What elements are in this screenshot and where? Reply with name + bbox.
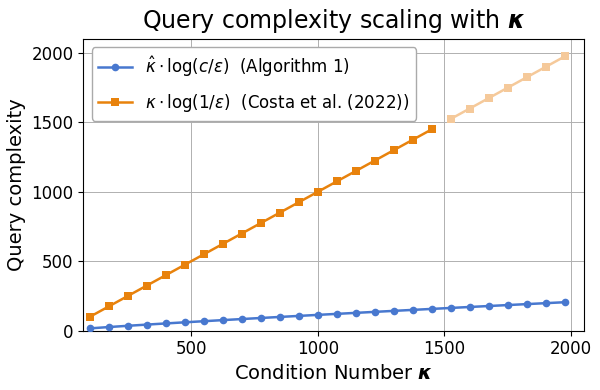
$\kappa\cdot\log(1/\varepsilon)$  (Costa et al. (2022)): [219, 242, 226, 246]
$\kappa\cdot\log(1/\varepsilon)$  (Costa et al. (2022)): [143, 283, 150, 288]
$\kappa\cdot\log(1/\varepsilon)$  (Costa et al. (2022)): [352, 169, 359, 174]
$\hat{\kappa}\cdot\log(c/\varepsilon)$  (Algorithm 1): [542, 301, 550, 305]
$\kappa\cdot\log(1/\varepsilon)$  (Costa et al. (2022)): [276, 210, 283, 215]
$\hat{\kappa}\cdot\log(c/\varepsilon)$  (Algorithm 1): [466, 305, 473, 309]
$\kappa\cdot\log(1/\varepsilon)$  (Costa et al. (2022)): [162, 273, 169, 278]
$\kappa\cdot\log(1/\varepsilon)$  (Costa et al. (2022)): [200, 252, 208, 257]
$\kappa\cdot\log(1/\varepsilon)$  (Costa et al. (2022)): [238, 231, 245, 236]
$\kappa\cdot\log(1/\varepsilon)$  (Costa et al. (2022)): [105, 304, 112, 309]
Title: Query complexity scaling with $\boldsymbol{\kappa}$: Query complexity scaling with $\boldsymb…: [142, 7, 525, 35]
Y-axis label: Query complexity: Query complexity: [7, 99, 26, 271]
$\hat{\kappa}\cdot\log(c/\varepsilon)$  (Algorithm 1): [314, 312, 322, 317]
$\kappa\cdot\log(1/\varepsilon)$  (Costa et al. (2022)): [333, 179, 340, 184]
$\hat{\kappa}\cdot\log(c/\varepsilon)$  (Algorithm 1): [333, 312, 340, 316]
$\hat{\kappa}\cdot\log(c/\varepsilon)$  (Algorithm 1): [523, 302, 530, 307]
$\hat{\kappa}\cdot\log(c/\varepsilon)$  (Algorithm 1): [561, 300, 568, 305]
$\hat{\kappa}\cdot\log(c/\varepsilon)$  (Algorithm 1): [86, 326, 93, 331]
$\hat{\kappa}\cdot\log(c/\varepsilon)$  (Algorithm 1): [238, 317, 245, 321]
$\kappa\cdot\log(1/\varepsilon)$  (Costa et al. (2022)): [257, 221, 265, 225]
$\kappa\cdot\log(1/\varepsilon)$  (Costa et al. (2022)): [390, 148, 397, 152]
$\hat{\kappa}\cdot\log(c/\varepsilon)$  (Algorithm 1): [162, 321, 169, 326]
$\hat{\kappa}\cdot\log(c/\varepsilon)$  (Algorithm 1): [485, 304, 493, 308]
$\hat{\kappa}\cdot\log(c/\varepsilon)$  (Algorithm 1): [276, 315, 283, 319]
$\kappa\cdot\log(1/\varepsilon)$  (Costa et al. (2022)): [371, 158, 379, 163]
X-axis label: Condition Number $\boldsymbol{\kappa}$: Condition Number $\boldsymbol{\kappa}$: [234, 364, 433, 383]
$\kappa\cdot\log(1/\varepsilon)$  (Costa et al. (2022)): [86, 315, 93, 319]
$\kappa\cdot\log(1/\varepsilon)$  (Costa et al. (2022)): [314, 190, 322, 194]
$\hat{\kappa}\cdot\log(c/\varepsilon)$  (Algorithm 1): [409, 308, 416, 312]
$\kappa\cdot\log(1/\varepsilon)$  (Costa et al. (2022)): [409, 137, 416, 142]
$\hat{\kappa}\cdot\log(c/\varepsilon)$  (Algorithm 1): [295, 314, 302, 318]
$\hat{\kappa}\cdot\log(c/\varepsilon)$  (Algorithm 1): [219, 318, 226, 323]
$\hat{\kappa}\cdot\log(c/\varepsilon)$  (Algorithm 1): [447, 306, 454, 310]
$\hat{\kappa}\cdot\log(c/\varepsilon)$  (Algorithm 1): [105, 325, 112, 330]
$\hat{\kappa}\cdot\log(c/\varepsilon)$  (Algorithm 1): [390, 308, 397, 313]
$\kappa\cdot\log(1/\varepsilon)$  (Costa et al. (2022)): [428, 127, 436, 132]
Line: $\kappa\cdot\log(1/\varepsilon)$  (Costa et al. (2022)): $\kappa\cdot\log(1/\varepsilon)$ (Costa …: [86, 126, 436, 321]
$\hat{\kappa}\cdot\log(c/\varepsilon)$  (Algorithm 1): [257, 316, 265, 320]
$\hat{\kappa}\cdot\log(c/\varepsilon)$  (Algorithm 1): [504, 303, 511, 307]
$\kappa\cdot\log(1/\varepsilon)$  (Costa et al. (2022)): [124, 294, 131, 298]
$\hat{\kappa}\cdot\log(c/\varepsilon)$  (Algorithm 1): [352, 310, 359, 315]
$\hat{\kappa}\cdot\log(c/\varepsilon)$  (Algorithm 1): [143, 322, 150, 327]
Legend: $\hat{\kappa}\cdot\log(c/\varepsilon)$  (Algorithm 1), $\kappa\cdot\log(1/\varep: $\hat{\kappa}\cdot\log(c/\varepsilon)$ (…: [92, 48, 416, 121]
$\hat{\kappa}\cdot\log(c/\varepsilon)$  (Algorithm 1): [200, 319, 208, 324]
$\kappa\cdot\log(1/\varepsilon)$  (Costa et al. (2022)): [181, 262, 188, 267]
$\hat{\kappa}\cdot\log(c/\varepsilon)$  (Algorithm 1): [181, 320, 188, 324]
Line: $\hat{\kappa}\cdot\log(c/\varepsilon)$  (Algorithm 1): $\hat{\kappa}\cdot\log(c/\varepsilon)$ (…: [86, 298, 569, 332]
$\kappa\cdot\log(1/\varepsilon)$  (Costa et al. (2022)): [295, 200, 302, 205]
$\hat{\kappa}\cdot\log(c/\varepsilon)$  (Algorithm 1): [124, 323, 131, 328]
$\hat{\kappa}\cdot\log(c/\varepsilon)$  (Algorithm 1): [428, 307, 436, 311]
$\hat{\kappa}\cdot\log(c/\varepsilon)$  (Algorithm 1): [371, 310, 379, 314]
